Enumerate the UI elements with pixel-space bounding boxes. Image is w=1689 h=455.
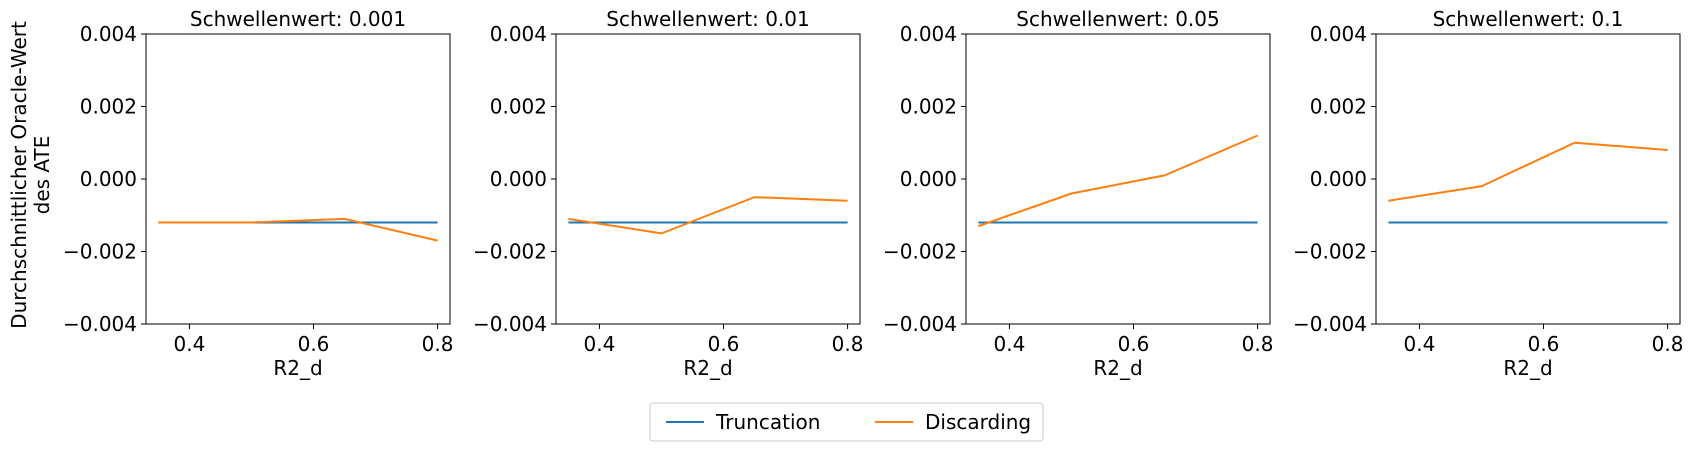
x-tick-label: 0.8 (832, 332, 864, 356)
y-tick-label: −0.004 (63, 312, 137, 336)
y-tick-label: 0.004 (80, 22, 137, 46)
y-tick-label: 0.000 (80, 167, 137, 191)
y-axis-label: Durchschnittlicher Oracle-Wert des ATE (7, 21, 54, 329)
y-tick-label: −0.004 (1293, 312, 1367, 336)
series-line-discarding (1388, 141, 1668, 202)
panel-2: Schwellenwert: 0.01 −0.004 −0.002 0.000 0.00… (473, 7, 864, 380)
panel-3: Schwellenwert: 0.05 −0.004 −0.002 0.000 0.00… (883, 7, 1274, 380)
legend: Truncation Discarding (649, 402, 1044, 442)
panel-title: Schwellenwert: 0.001 (190, 7, 406, 31)
y-tick-label: 0.002 (1310, 95, 1367, 119)
y-tick-label: 0.002 (490, 95, 547, 119)
y-tick-label: −0.002 (63, 240, 137, 264)
x-tick-label: 0.6 (708, 332, 740, 356)
x-tick-label: 0.4 (174, 332, 206, 356)
y-tick-label: 0.000 (490, 167, 547, 191)
x-tick-label: 0.8 (1652, 332, 1684, 356)
x-axis-label: R2_d (1093, 356, 1142, 380)
legend-frame (649, 402, 1044, 442)
x-tick-label: 0.4 (584, 332, 616, 356)
y-tick-label: 0.004 (1310, 22, 1367, 46)
panel-1: Schwellenwert: 0.001 −0.004 −0.002 0.000 0.0… (63, 7, 454, 380)
series-line-discarding (158, 217, 438, 242)
y-tick-label: −0.002 (883, 240, 957, 264)
x-axis-label: R2_d (683, 356, 732, 380)
y-tick-label: 0.004 (900, 22, 957, 46)
panel-title: Schwellenwert: 0.1 (1433, 7, 1624, 31)
y-tick-label: −0.002 (1293, 240, 1367, 264)
y-tick-label: 0.000 (900, 167, 957, 191)
x-tick-label: 0.6 (298, 332, 330, 356)
panel-title: Schwellenwert: 0.05 (1016, 7, 1219, 31)
panels: Schwellenwert: 0.001 −0.004 −0.002 0.000 0.0… (63, 7, 1684, 380)
y-tick-label: 0.002 (900, 95, 957, 119)
series-line-discarding (978, 134, 1258, 228)
x-tick-label: 0.4 (1404, 332, 1436, 356)
plot-frame (145, 33, 451, 325)
series-line-discarding (568, 196, 848, 235)
y-axis-label-line1: Durchschnittlicher Oracle-Wert (7, 21, 31, 329)
x-axis-label: R2_d (1503, 356, 1552, 380)
x-tick-label: 0.4 (994, 332, 1026, 356)
y-tick-label: −0.004 (473, 312, 547, 336)
y-tick-label: −0.004 (883, 312, 957, 336)
plot-frame (965, 33, 1271, 325)
y-tick-label: −0.002 (473, 240, 547, 264)
panel-4: Schwellenwert: 0.1 −0.004 −0.002 0.000 0.002… (1293, 7, 1684, 380)
y-tick-label: 0.000 (1310, 167, 1367, 191)
legend-label-truncation: Truncation (715, 410, 820, 434)
plot-frame (1375, 33, 1681, 325)
x-tick-label: 0.8 (1242, 332, 1274, 356)
y-tick-label: 0.002 (80, 95, 137, 119)
plot-frame (555, 33, 861, 325)
x-tick-label: 0.8 (422, 332, 454, 356)
legend-label-discarding: Discarding (925, 410, 1031, 434)
panel-title: Schwellenwert: 0.01 (606, 7, 809, 31)
y-tick-label: 0.004 (490, 22, 547, 46)
x-tick-label: 0.6 (1118, 332, 1150, 356)
x-axis-label: R2_d (273, 356, 322, 380)
x-tick-label: 0.6 (1528, 332, 1560, 356)
y-axis-label-line2: des ATE (30, 136, 54, 215)
